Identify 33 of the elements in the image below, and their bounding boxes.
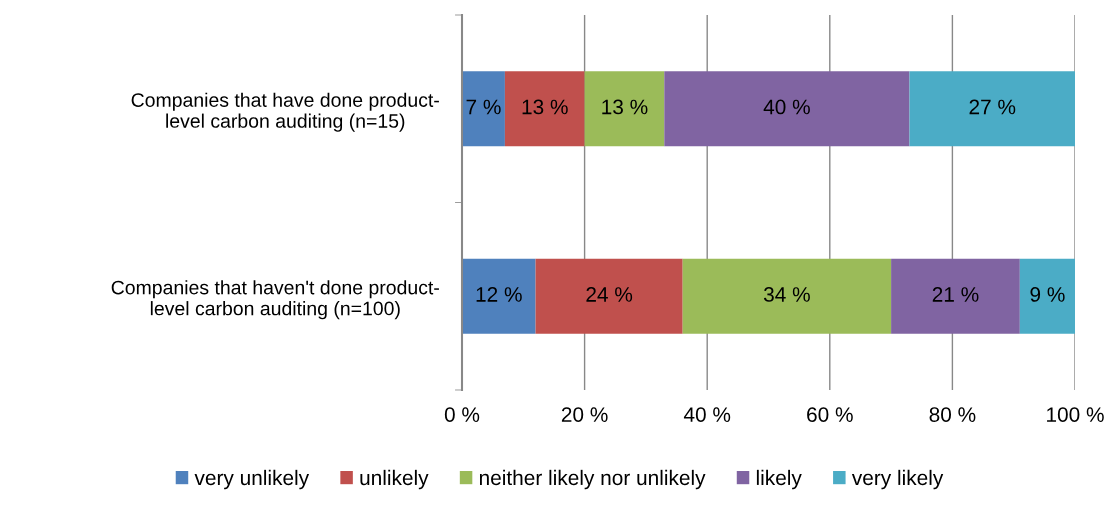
data-label: 9 %	[1030, 287, 1065, 302]
legend-label: very unlikely	[194, 469, 310, 490]
data-label: 21 %	[932, 287, 979, 302]
legend-label: very likely	[851, 469, 944, 490]
legend-label: neither likely nor unlikely	[479, 469, 706, 490]
bar	[504, 71, 585, 147]
data-label: 34 %	[763, 287, 810, 302]
bar	[891, 258, 1020, 334]
y-tick-label: Companies that haven't done product- level carbon auditing (n=100)	[111, 280, 439, 320]
x-tick-label: 80 %	[929, 407, 976, 422]
bar	[1019, 258, 1075, 334]
x-tick-label: 0 %	[444, 407, 480, 422]
bar	[535, 258, 683, 334]
bar	[462, 258, 536, 334]
bar	[909, 71, 1075, 147]
bar	[584, 71, 665, 147]
data-label: 13 %	[602, 99, 648, 115]
x-tick-label: 100 %	[1047, 407, 1104, 422]
data-label: 13 %	[522, 99, 568, 115]
x-tick-label: 20 %	[561, 407, 608, 422]
legend-label: unlikely	[360, 469, 429, 490]
bar	[682, 258, 892, 334]
data-label: 7 %	[466, 99, 501, 115]
data-label: 12 %	[476, 287, 522, 302]
legend-label: likely	[756, 469, 802, 490]
bar	[664, 71, 910, 147]
data-label: 24 %	[586, 287, 633, 302]
y-tick-label: Companies that have done product- level carbon auditing (n=15)	[131, 92, 439, 132]
data-label: 27 %	[969, 99, 1016, 115]
bar	[462, 71, 505, 147]
x-tick-label: 40 %	[683, 407, 731, 422]
data-label: 40 %	[763, 99, 810, 115]
x-tick-label: 60 %	[807, 407, 853, 422]
